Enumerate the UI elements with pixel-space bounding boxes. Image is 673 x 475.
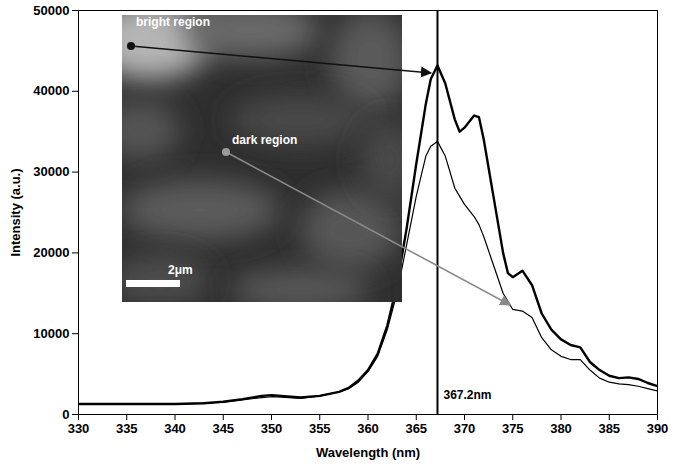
svg-text:350: 350 (261, 421, 283, 436)
svg-text:330: 330 (68, 421, 90, 436)
svg-text:dark region: dark region (232, 133, 297, 147)
svg-text:390: 390 (647, 421, 669, 436)
svg-text:365: 365 (405, 421, 427, 436)
svg-text:340: 340 (164, 421, 186, 436)
svg-text:50000: 50000 (33, 3, 69, 18)
svg-text:20000: 20000 (33, 245, 69, 260)
svg-text:360: 360 (357, 421, 379, 436)
svg-text:375: 375 (502, 421, 524, 436)
svg-text:0: 0 (62, 407, 69, 422)
svg-text:Intensity (a.u.): Intensity (a.u.) (8, 168, 23, 256)
svg-text:2μm: 2μm (168, 263, 193, 277)
svg-text:30000: 30000 (33, 164, 69, 179)
svg-text:10000: 10000 (33, 326, 69, 341)
svg-text:385: 385 (598, 421, 620, 436)
svg-text:40000: 40000 (33, 83, 69, 98)
svg-text:335: 335 (116, 421, 138, 436)
svg-text:355: 355 (309, 421, 331, 436)
svg-text:380: 380 (550, 421, 572, 436)
svg-text:Wavelength (nm): Wavelength (nm) (316, 445, 420, 460)
svg-text:370: 370 (454, 421, 476, 436)
svg-text:bright region: bright region (136, 15, 210, 29)
svg-text:345: 345 (212, 421, 234, 436)
svg-text:367.2nm: 367.2nm (443, 388, 491, 402)
